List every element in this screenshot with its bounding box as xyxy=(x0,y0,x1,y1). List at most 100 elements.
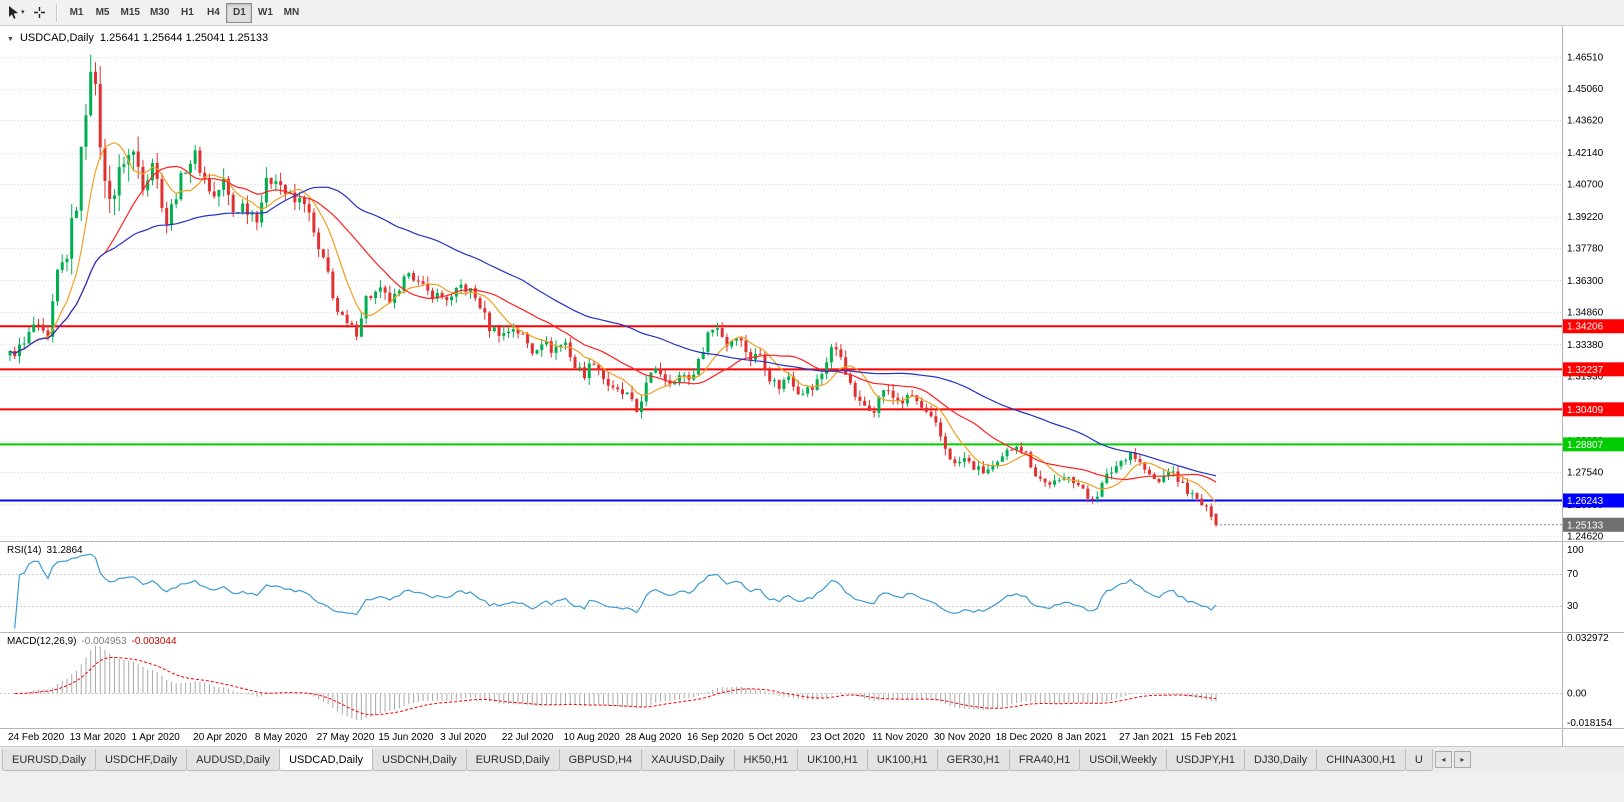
chart-tab-usdjpy-h1[interactable]: USDJPY,H1 xyxy=(1165,749,1245,771)
price-tag-1.30409: 1.30409 xyxy=(1563,402,1624,417)
chart-tab-u[interactable]: U xyxy=(1404,749,1433,771)
timeframe-button-m15[interactable]: M15 xyxy=(116,3,145,23)
status-bar xyxy=(0,772,1624,802)
svg-text:1.25133: 1.25133 xyxy=(1567,520,1604,531)
svg-text:15 Feb 2021: 15 Feb 2021 xyxy=(1181,732,1238,743)
rsi-panel xyxy=(0,553,1562,629)
chart-tab-fra40-h1[interactable]: FRA40,H1 xyxy=(1008,749,1081,771)
svg-text:1.34860: 1.34860 xyxy=(1567,307,1604,318)
svg-text:18 Dec 2020: 18 Dec 2020 xyxy=(996,732,1053,743)
chart-tab-uk100-h1[interactable]: UK100,H1 xyxy=(866,749,938,771)
crosshair-icon xyxy=(33,7,45,18)
macd-signal-value: -0.003044 xyxy=(131,636,177,647)
svg-text:3 Jul 2020: 3 Jul 2020 xyxy=(440,732,487,743)
chart-tab-usdcnh-daily[interactable]: USDCNH,Daily xyxy=(372,749,467,771)
svg-text:1.31930: 1.31930 xyxy=(1567,372,1604,383)
rsi-value: 31.2864 xyxy=(46,545,83,556)
svg-text:10 Aug 2020: 10 Aug 2020 xyxy=(564,732,621,743)
symbol-collapse-icon[interactable]: ▼ xyxy=(7,35,14,43)
chart-tab-gbpusd-h4[interactable]: GBPUSD,H4 xyxy=(558,749,643,771)
timeframe-button-d1[interactable]: D1 xyxy=(226,2,253,23)
chart-tab-audusd-daily[interactable]: AUDUSD,Daily xyxy=(186,749,281,771)
timeframe-button-m5[interactable]: M5 xyxy=(90,3,116,23)
svg-text:1.28807: 1.28807 xyxy=(1567,440,1604,451)
svg-text:16 Sep 2020: 16 Sep 2020 xyxy=(687,732,744,743)
price-tag-1.28807: 1.28807 xyxy=(1563,437,1624,452)
chart-tab-hk50-h1[interactable]: HK50,H1 xyxy=(733,749,799,771)
grid-lines xyxy=(0,57,1562,537)
price-scale[interactable]: 1.46510 1.45060 1.43620 1.42140 1.40700 1.392… xyxy=(1563,53,1624,543)
tab-scroll-controls: ◂ ▸ xyxy=(1434,751,1471,768)
svg-text:24 Feb 2020: 24 Feb 2020 xyxy=(8,732,65,743)
ma-21-line xyxy=(9,165,1217,483)
svg-text:11 Nov 2020: 11 Nov 2020 xyxy=(872,732,928,743)
svg-text:1.39220: 1.39220 xyxy=(1567,212,1604,223)
svg-text:100: 100 xyxy=(1567,545,1584,556)
macd-panel xyxy=(0,645,1562,721)
chart-tab-eurusd-daily[interactable]: EURUSD,Daily xyxy=(2,749,96,771)
chart-tabbar: EURUSD,Daily USDCHF,Daily AUDUSD,Daily USDC… xyxy=(0,746,1624,772)
chart-tab-usoil-weekly[interactable]: USOil,Weekly xyxy=(1079,749,1167,771)
chart-tab-usdchf-daily[interactable]: USDCHF,Daily xyxy=(94,749,188,771)
svg-text:1.46510: 1.46510 xyxy=(1567,53,1604,64)
svg-text:1.24620: 1.24620 xyxy=(1567,532,1604,543)
svg-text:1.43620: 1.43620 xyxy=(1567,116,1604,127)
svg-text:30: 30 xyxy=(1567,601,1579,612)
chart-tab-china300-h1[interactable]: CHINA300,H1 xyxy=(1316,749,1406,771)
chart-tab-eurusd-daily[interactable]: EURUSD,Daily xyxy=(465,749,560,771)
svg-text:1.33380: 1.33380 xyxy=(1567,340,1604,351)
chart-tab-uk100-h1[interactable]: UK100,H1 xyxy=(797,749,868,771)
chart-tab-xauusd-daily[interactable]: XAUUSD,Daily xyxy=(641,749,735,771)
timeframe-button-w1[interactable]: W1 xyxy=(252,3,278,23)
chart-tab-usdcad-daily[interactable]: USDCAD,Daily xyxy=(279,749,374,771)
chart-window: ▼ USDCAD,Daily 1.25641 1.25644 1.25041 1… xyxy=(0,26,1624,746)
moving-averages xyxy=(9,141,1217,504)
caret-down-icon: ▾ xyxy=(21,9,25,16)
svg-text:1.26243: 1.26243 xyxy=(1567,496,1604,507)
price-tag-1.34206: 1.34206 xyxy=(1563,319,1624,334)
chart-ohlc-header: ▼ USDCAD,Daily 1.25641 1.25644 1.25041 1… xyxy=(7,32,268,44)
svg-text:15 Jun 2020: 15 Jun 2020 xyxy=(378,732,433,743)
svg-text:30 Nov 2020: 30 Nov 2020 xyxy=(934,732,991,743)
macd-name: MACD(12,26,9) xyxy=(7,636,77,647)
crosshair-tool-button[interactable] xyxy=(30,2,49,23)
tab-scroll-right-button[interactable]: ▸ xyxy=(1453,751,1471,768)
timeframe-button-group: M1 M5 M15 M30 H1 H4 D1 W1 MN xyxy=(64,2,305,23)
timeframe-button-h4[interactable]: H4 xyxy=(200,3,226,23)
cursor-tool-button[interactable]: ▾ xyxy=(4,2,29,23)
svg-text:27 Jan 2021: 27 Jan 2021 xyxy=(1119,732,1174,743)
chart-tab-dj30-daily[interactable]: DJ30,Daily xyxy=(1244,749,1318,771)
svg-text:0.00: 0.00 xyxy=(1567,688,1587,699)
price-tag-1.25133: 1.25133 xyxy=(1563,517,1624,532)
cursor-icon xyxy=(9,6,18,19)
toolbar-separator xyxy=(55,3,57,22)
svg-text:27 May 2020: 27 May 2020 xyxy=(317,732,375,743)
rsi-name: RSI(14) xyxy=(7,545,42,556)
svg-text:20 Apr 2020: 20 Apr 2020 xyxy=(193,732,247,743)
svg-text:23 Oct 2020: 23 Oct 2020 xyxy=(810,732,865,743)
ma-8-line xyxy=(9,141,1217,504)
date-axis[interactable]: 24 Feb 2020 13 Mar 2020 1 Apr 2020 20 Apr 2… xyxy=(8,732,1237,743)
timeframe-button-mn[interactable]: MN xyxy=(278,3,304,23)
chart-tab-ger30-h1[interactable]: GER30,H1 xyxy=(936,749,1010,771)
svg-text:70: 70 xyxy=(1567,569,1579,580)
svg-text:0.032972: 0.032972 xyxy=(1567,633,1609,644)
timeframe-button-m1[interactable]: M1 xyxy=(64,3,90,23)
macd-indicator-label: MACD(12,26,9) -0.004953 -0.003044 xyxy=(7,636,177,647)
price-tag-1.32237: 1.32237 xyxy=(1563,362,1624,377)
timeframe-button-h1[interactable]: H1 xyxy=(174,3,200,23)
chart-ohlc-values: 1.25641 1.25644 1.25041 1.25133 xyxy=(99,32,269,44)
svg-text:8 May 2020: 8 May 2020 xyxy=(255,732,308,743)
svg-text:28 Aug 2020: 28 Aug 2020 xyxy=(625,732,682,743)
tab-scroll-left-button[interactable]: ◂ xyxy=(1434,751,1452,768)
chart-symbol-label: USDCAD,Daily xyxy=(19,32,94,44)
svg-text:1 Apr 2020: 1 Apr 2020 xyxy=(131,732,180,743)
timeframe-button-m30[interactable]: M30 xyxy=(145,3,174,23)
timeframe-toolbar: ▾ M1 M5 M15 M30 H1 H4 D1 W1 MN xyxy=(0,0,1624,26)
svg-text:5 Oct 2020: 5 Oct 2020 xyxy=(749,732,798,743)
price-chart-canvas[interactable]: 1.46510 1.45060 1.43620 1.42140 1.40700 1.392… xyxy=(0,26,1624,746)
price-tag-1.26243: 1.26243 xyxy=(1563,493,1624,508)
svg-text:1.30409: 1.30409 xyxy=(1567,405,1604,416)
rsi-indicator-label: RSI(14) 31.2864 xyxy=(7,545,83,556)
